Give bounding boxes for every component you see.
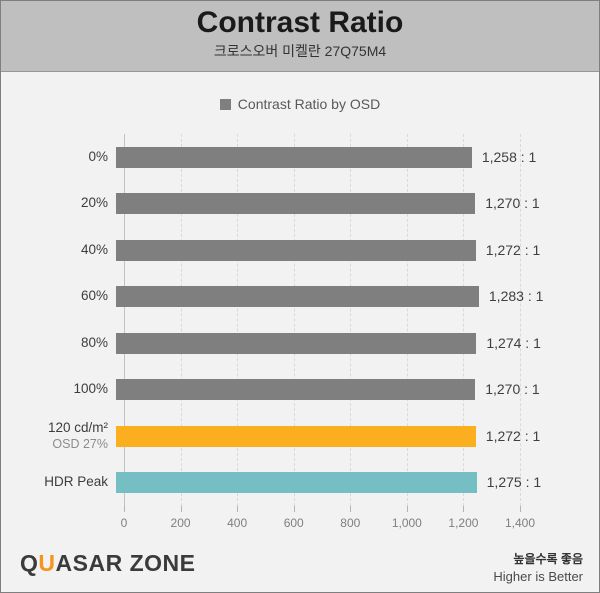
category-label-main: 80%	[80, 334, 108, 350]
value-label: 1,272 : 1	[485, 241, 541, 258]
category-label: 100%	[1, 381, 116, 398]
bar	[116, 425, 476, 447]
bar	[116, 146, 472, 168]
gridline	[293, 134, 295, 506]
category-label-sub: OSD 27%	[52, 436, 108, 451]
bar	[116, 286, 479, 308]
bar-track: 1,270 : 1	[116, 379, 540, 401]
bar-row: 0% 1,258 : 1	[1, 134, 599, 181]
bar-row: 40% 1,272 : 1	[1, 227, 599, 274]
gridline	[350, 134, 352, 506]
quasarzone-logo: QUASAR ZONE	[20, 550, 195, 577]
x-axis-tick	[350, 506, 352, 512]
gridline	[237, 134, 239, 506]
bar-track: 1,270 : 1	[116, 193, 540, 215]
x-axis-tick-label: 600	[283, 516, 304, 530]
gridline	[520, 134, 521, 506]
chart-subtitle: 크로스오버 미켈란 27Q75M4	[213, 43, 387, 59]
category-label: 120 cd/m² OSD 27%	[1, 420, 116, 453]
category-label-main: 100%	[73, 381, 108, 397]
category-label: 20%	[1, 195, 116, 212]
grid-layer: 0 200 400 600 800 1,000 1,200 1,400	[121, 134, 535, 530]
x-axis-tick	[124, 506, 125, 512]
x-axis-tick	[520, 506, 521, 512]
bar-row: 80% 1,274 : 1	[1, 320, 599, 367]
bar-row: 120 cd/m² OSD 27% 1,272 : 1	[1, 413, 599, 460]
category-label-main: 60%	[80, 288, 108, 304]
bar	[116, 239, 476, 261]
note-english: Higher is Better	[493, 569, 583, 584]
value-label: 1,275 : 1	[486, 474, 542, 491]
chart-header: Contrast Ratio 크로스오버 미켈란 27Q75M4	[1, 1, 599, 72]
value-label: 1,270 : 1	[485, 381, 540, 398]
category-label: 0%	[1, 149, 116, 166]
logo-accent: U	[38, 550, 56, 576]
bar-track: 1,275 : 1	[116, 472, 541, 494]
x-axis-tick-label: 0	[120, 516, 128, 530]
x-axis-tick-label: 1,200	[448, 516, 479, 530]
bar-track: 1,274 : 1	[116, 332, 541, 354]
bar-rows: 0% 1,258 : 1 20% 1,270 : 1 40% 1,272 : 1	[1, 134, 599, 506]
bar-row: 20% 1,270 : 1	[1, 181, 599, 228]
x-axis-tick-label: 1,000	[391, 516, 422, 530]
higher-is-better-note: 높을수록 좋음 Higher is Better	[493, 550, 583, 584]
value-label: 1,283 : 1	[488, 288, 544, 305]
category-label: 80%	[1, 335, 116, 352]
bar-track: 1,283 : 1	[116, 286, 543, 308]
category-label-main: 20%	[80, 195, 108, 211]
bar	[116, 193, 476, 215]
value-label: 1,272 : 1	[485, 427, 541, 444]
bar-row: HDR Peak 1,275 : 1	[1, 460, 599, 507]
bar-track: 1,258 : 1	[116, 146, 536, 168]
category-label-main: 40%	[80, 241, 108, 257]
bar-row: 100% 1,270 : 1	[1, 367, 599, 414]
x-axis-tick-label: 200	[170, 516, 191, 530]
bar	[116, 332, 477, 354]
gridline	[406, 134, 408, 506]
x-axis-tick	[237, 506, 239, 512]
note-korean: 높을수록 좋음	[513, 552, 583, 566]
page-title: Contrast Ratio	[196, 6, 404, 39]
value-label: 1,270 : 1	[485, 195, 540, 212]
x-axis-tick	[293, 506, 295, 512]
gridline	[463, 134, 465, 506]
category-label: HDR Peak	[1, 474, 116, 491]
value-label: 1,274 : 1	[486, 334, 541, 351]
x-axis-tick-label: 400	[227, 516, 248, 530]
logo-part2: ASAR ZONE	[55, 550, 196, 576]
bar	[116, 379, 476, 401]
legend-label: Contrast Ratio by OSD	[237, 96, 381, 112]
category-label-main: HDR Peak	[44, 474, 108, 490]
x-axis-tick	[406, 506, 408, 512]
category-label-main: 120 cd/m²	[47, 420, 108, 435]
legend-swatch-icon	[219, 98, 231, 110]
category-label-main: 0%	[88, 148, 108, 164]
legend: Contrast Ratio by OSD	[1, 96, 599, 112]
x-axis-tick-label: 800	[340, 516, 361, 530]
bar-row: 60% 1,283 : 1	[1, 274, 599, 321]
logo-part1: Q	[20, 550, 39, 576]
value-label: 1,258 : 1	[481, 148, 537, 165]
y-axis-line	[124, 134, 125, 506]
bar-track: 1,272 : 1	[116, 239, 540, 261]
x-axis-tick-label: 1,400	[504, 516, 536, 530]
category-label: 40%	[1, 242, 116, 259]
gridline	[180, 134, 182, 506]
bar	[116, 472, 477, 494]
x-axis-tick	[463, 506, 465, 512]
bar-track: 1,272 : 1	[116, 425, 540, 447]
x-axis-tick	[180, 506, 182, 512]
category-label: 60%	[1, 288, 116, 305]
